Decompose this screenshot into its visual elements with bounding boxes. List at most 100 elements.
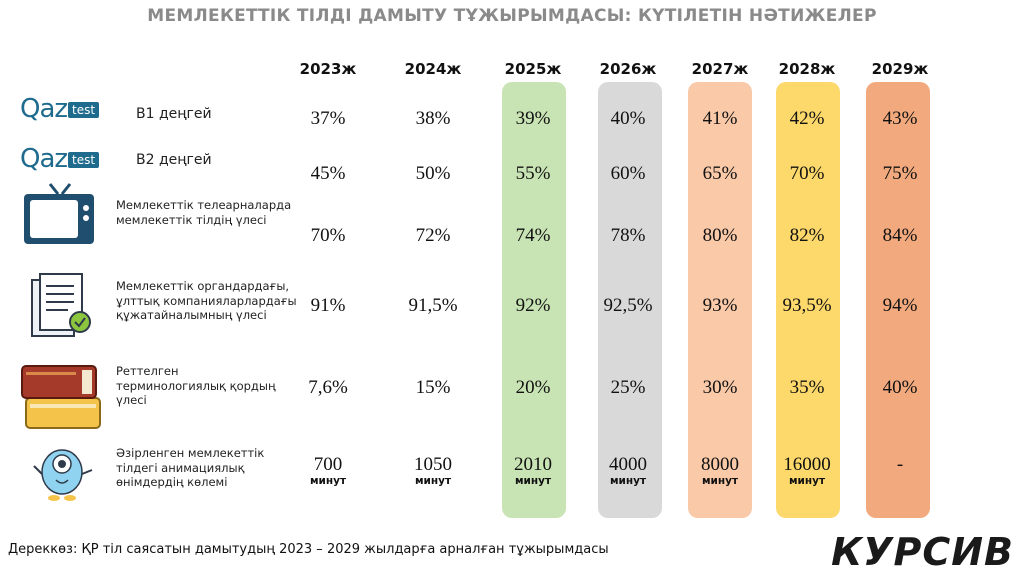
year-header: 2023ж <box>299 60 357 78</box>
value-text: 8000 <box>701 454 739 475</box>
value-cell: 16000 минут <box>762 455 852 488</box>
qaztest-logo: Qaz test <box>20 94 100 124</box>
value-cell: 93,5% <box>762 296 852 316</box>
value-text: 70% <box>789 163 825 184</box>
value-cell: 93% <box>675 296 765 316</box>
value-cell: 8000 минут <box>675 455 765 488</box>
value-text: 7,6% <box>308 377 348 398</box>
value-cell: 92,5% <box>583 296 673 316</box>
column-highlight-2029ж <box>866 82 930 518</box>
value-cell: 4000 минут <box>583 455 673 488</box>
value-cell: 92% <box>488 296 578 316</box>
unit-label: минут <box>609 475 647 487</box>
value-cell: 1050 минут <box>388 455 478 488</box>
value-text: 2010 <box>514 454 552 475</box>
value-cell: 78% <box>583 226 673 246</box>
qaztest-logo: Qaz test <box>20 144 100 174</box>
value-cell: 20% <box>488 378 578 398</box>
value-cell: 84% <box>855 226 945 246</box>
column-highlight-2025ж <box>502 82 566 518</box>
value-text: 35% <box>789 377 825 398</box>
value-cell: 82% <box>762 226 852 246</box>
value-cell: 700 минут <box>283 455 373 488</box>
value-cell: 91,5% <box>388 296 478 316</box>
value-text: 60% <box>610 163 646 184</box>
row-label-animation: Әзірленген мемлекеттік тілдегі анимациял… <box>116 446 265 489</box>
value-cell: 91% <box>283 296 373 316</box>
value-text: 91% <box>310 295 346 316</box>
value-cell: 38% <box>388 109 478 129</box>
value-cell: 50% <box>388 164 478 184</box>
year-header: 2025ж <box>504 60 562 78</box>
row-label-terminology: Реттелген терминологиялық қордың үлесі <box>116 364 276 407</box>
value-text: 25% <box>610 377 646 398</box>
value-cell: 25% <box>583 378 673 398</box>
value-text: 84% <box>882 225 918 246</box>
value-cell: 72% <box>388 226 478 246</box>
value-cell: 65% <box>675 164 765 184</box>
value-text: 42% <box>789 108 825 129</box>
value-text: 92,5% <box>603 295 653 316</box>
unit-label: минут <box>701 475 739 487</box>
row-label-tv: Мемлекеттік телеарналарда мемлекеттік ті… <box>116 198 292 227</box>
value-text: 15% <box>415 377 451 398</box>
value-cell: 39% <box>488 109 578 129</box>
qaztest-logo-badge: test <box>68 101 100 118</box>
value-cell: 30% <box>675 378 765 398</box>
value-text: 39% <box>515 108 551 129</box>
books-icon <box>21 365 101 429</box>
cartoon-character-icon <box>33 449 93 501</box>
value-cell: 80% <box>675 226 765 246</box>
value-cell: - <box>855 455 945 475</box>
column-highlight-2027ж <box>688 82 752 518</box>
value-text: 78% <box>610 225 646 246</box>
value-text: 75% <box>882 163 918 184</box>
value-cell: 70% <box>762 164 852 184</box>
value-cell: 15% <box>388 378 478 398</box>
value-cell: 75% <box>855 164 945 184</box>
column-highlight-2026ж <box>598 82 662 518</box>
value-text: 65% <box>702 163 738 184</box>
qaztest-logo-text: Qaz <box>20 144 68 174</box>
value-text: 82% <box>789 225 825 246</box>
value-cell: 70% <box>283 226 373 246</box>
value-text: 30% <box>702 377 738 398</box>
source-note: Дереккөз: ҚР тіл саясатын дамытудың 2023… <box>8 542 609 557</box>
value-cell: 37% <box>283 109 373 129</box>
year-header: 2027ж <box>691 60 749 78</box>
value-cell: 94% <box>855 296 945 316</box>
value-text: 40% <box>610 108 646 129</box>
value-text: 700 <box>313 454 343 475</box>
qaztest-logo-text: Qaz <box>20 94 68 124</box>
unit-label: минут <box>414 475 452 487</box>
value-text: 92% <box>515 295 551 316</box>
value-text: 94% <box>882 295 918 316</box>
page-title: МЕМЛЕКЕТТІК ТІЛДІ ДАМЫТУ ТҰЖЫРЫМДАСЫ: КҮ… <box>147 6 877 26</box>
row-label-documents: Мемлекеттік органдардағы, ұлттық компани… <box>116 279 297 322</box>
unit-label: минут <box>309 475 347 487</box>
year-header: 2026ж <box>599 60 657 78</box>
unit-label: минут <box>514 475 552 487</box>
year-header: 2028ж <box>778 60 836 78</box>
value-text: 4000 <box>609 454 647 475</box>
value-text: 91,5% <box>408 295 458 316</box>
value-text: - <box>896 454 904 475</box>
kursiv-logo: КУРСИВ <box>831 530 1014 574</box>
value-cell: 7,6% <box>283 378 373 398</box>
value-cell: 2010 минут <box>488 455 578 488</box>
row-label-b2: В2 деңгей <box>136 152 212 168</box>
value-text: 70% <box>310 225 346 246</box>
value-text: 1050 <box>414 454 452 475</box>
value-cell: 35% <box>762 378 852 398</box>
value-text: 55% <box>515 163 551 184</box>
tv-icon <box>24 183 94 244</box>
column-highlight-2028ж <box>776 82 840 518</box>
value-cell: 42% <box>762 109 852 129</box>
documents-icon <box>31 273 91 337</box>
value-text: 16000 <box>783 454 831 475</box>
value-cell: 45% <box>283 164 373 184</box>
value-cell: 40% <box>855 378 945 398</box>
value-cell: 60% <box>583 164 673 184</box>
value-text: 45% <box>310 163 346 184</box>
value-text: 50% <box>415 163 451 184</box>
